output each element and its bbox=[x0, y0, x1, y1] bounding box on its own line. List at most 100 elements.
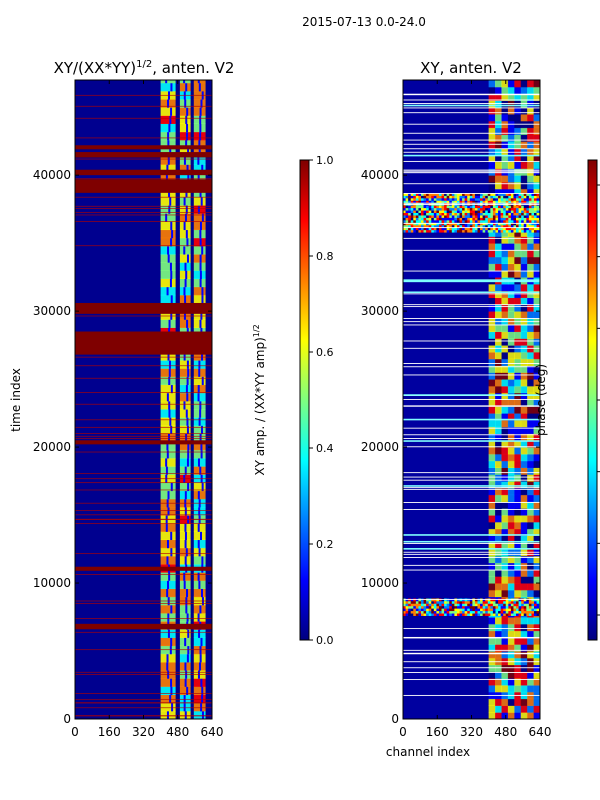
phase-noise-cell bbox=[467, 608, 471, 612]
phase-noise-cell bbox=[531, 215, 535, 218]
phase-signal-cell bbox=[495, 243, 502, 251]
phase-noise-cell bbox=[467, 613, 471, 616]
phase-noise-cell bbox=[469, 193, 473, 196]
phase-noise-cell bbox=[490, 613, 494, 616]
phase-noise-cell bbox=[413, 222, 417, 226]
phase-noise-cell bbox=[469, 610, 473, 614]
amplitude-signal-cell bbox=[193, 531, 206, 541]
amplitude-signal-gap bbox=[199, 319, 202, 328]
phase-noise-cell bbox=[433, 205, 437, 209]
phase-signal-cell bbox=[495, 365, 502, 373]
phase-noise-cell bbox=[477, 220, 481, 223]
phase-signal-cell bbox=[527, 249, 535, 258]
phase-signal-cell bbox=[527, 712, 535, 719]
amplitude-signal-gap bbox=[200, 425, 203, 434]
phase-noise-cell bbox=[526, 227, 530, 231]
phase-signal-cell bbox=[520, 481, 528, 489]
phase-noise-cell bbox=[444, 207, 447, 211]
phase-noise-cell bbox=[418, 598, 422, 602]
phase-noise-cell bbox=[536, 195, 540, 199]
phase-noise-cell bbox=[505, 600, 509, 604]
phase-flag-line bbox=[403, 446, 540, 448]
phase-signal-cell bbox=[495, 589, 502, 598]
phase-noise-cell bbox=[446, 217, 450, 221]
phase-noise-cell bbox=[459, 598, 463, 602]
phase-noise-cell bbox=[415, 198, 419, 201]
phase-noise-cell bbox=[462, 220, 465, 223]
phase-signal-cell bbox=[495, 515, 502, 523]
amplitude-signal-gap bbox=[199, 433, 202, 443]
phase-signal-cell bbox=[501, 474, 509, 482]
phase-signal-cell bbox=[527, 651, 535, 659]
phase-noise-cell bbox=[498, 193, 501, 196]
phase-noise-cell bbox=[459, 205, 463, 209]
phase-noise-cell bbox=[490, 207, 494, 211]
phase-noise-cell bbox=[523, 215, 527, 218]
amplitude-signal-gap bbox=[200, 531, 203, 541]
phase-noise-cell bbox=[531, 598, 535, 602]
phase-noise-cell bbox=[528, 220, 532, 223]
phase-noise-cell bbox=[415, 603, 419, 607]
phase-signal-cell bbox=[533, 283, 540, 292]
phase-signal-cell bbox=[527, 481, 535, 489]
phase-signal-cell bbox=[514, 236, 522, 244]
phase-noise-cell bbox=[510, 205, 514, 209]
phase-noise-cell bbox=[513, 600, 517, 604]
amplitude-signal-gap bbox=[187, 629, 190, 638]
amplitude-signal-gap bbox=[183, 245, 186, 255]
phase-noise-cell bbox=[451, 195, 455, 199]
phase-noise-cell bbox=[487, 195, 491, 199]
phase-signal-cell bbox=[495, 651, 502, 659]
phase-noise-cell bbox=[449, 212, 453, 216]
phase-signal-cell bbox=[527, 474, 535, 482]
phase-noise-cell bbox=[477, 205, 481, 209]
phase-noise-cell bbox=[492, 217, 496, 221]
amplitude-signal-cell bbox=[193, 694, 206, 704]
amplitude-flag-line bbox=[75, 553, 212, 555]
phase-noise-cell bbox=[503, 207, 507, 211]
phase-signal-cell bbox=[495, 80, 502, 88]
amplitude-signal-gap bbox=[199, 466, 202, 475]
phase-noise-cell bbox=[436, 603, 440, 607]
phase-noise-cell bbox=[451, 217, 455, 221]
phase-signal-cell bbox=[514, 712, 522, 719]
phase-noise-cell bbox=[426, 227, 429, 231]
phase-noise-cell bbox=[428, 210, 432, 213]
phase-noise-cell bbox=[498, 207, 501, 211]
phase-flag-line bbox=[403, 427, 540, 429]
amplitude-flag-line bbox=[75, 702, 212, 704]
phase-noise-cell bbox=[441, 215, 445, 218]
phase-noise-cell bbox=[490, 224, 494, 228]
amplitude-signal-cell bbox=[179, 425, 191, 434]
phase-signal-cell bbox=[501, 249, 509, 258]
phase-signal-cell bbox=[495, 134, 502, 142]
phase-noise-cell bbox=[431, 598, 435, 602]
phase-noise-cell bbox=[477, 605, 481, 609]
phase-noise-cell bbox=[467, 195, 471, 199]
phase-signal-cell bbox=[533, 331, 540, 339]
phase-signal-cell bbox=[527, 188, 535, 197]
amplitude-signal-gap bbox=[185, 229, 188, 239]
phase-noise-cell bbox=[526, 195, 530, 199]
phase-signal-cell bbox=[501, 453, 509, 462]
phase-noise-cell bbox=[423, 227, 427, 231]
phase-signal-cell bbox=[501, 712, 509, 719]
phase-noise-cell bbox=[420, 217, 424, 221]
phase-noise-cell bbox=[508, 205, 512, 209]
phase-noise-cell bbox=[495, 224, 499, 228]
amplitude-signal-cell bbox=[160, 221, 176, 231]
phase-noise-cell bbox=[467, 220, 471, 223]
phase-noise-cell bbox=[415, 605, 419, 609]
phase-noise-cell bbox=[492, 205, 496, 209]
phase-signal-cell bbox=[507, 93, 515, 101]
phase-signal-cell bbox=[495, 419, 502, 428]
phase-noise-cell bbox=[472, 600, 476, 604]
phase-noise-cell bbox=[477, 212, 481, 216]
phase-noise-cell bbox=[469, 222, 473, 226]
phase-flag-line bbox=[403, 661, 540, 663]
phase-noise-cell bbox=[516, 224, 519, 228]
phase-signal-cell bbox=[520, 175, 528, 183]
phase-noise-cell bbox=[456, 198, 460, 201]
phase-noise-cell bbox=[536, 613, 540, 616]
phase-signal-cell bbox=[501, 175, 509, 183]
